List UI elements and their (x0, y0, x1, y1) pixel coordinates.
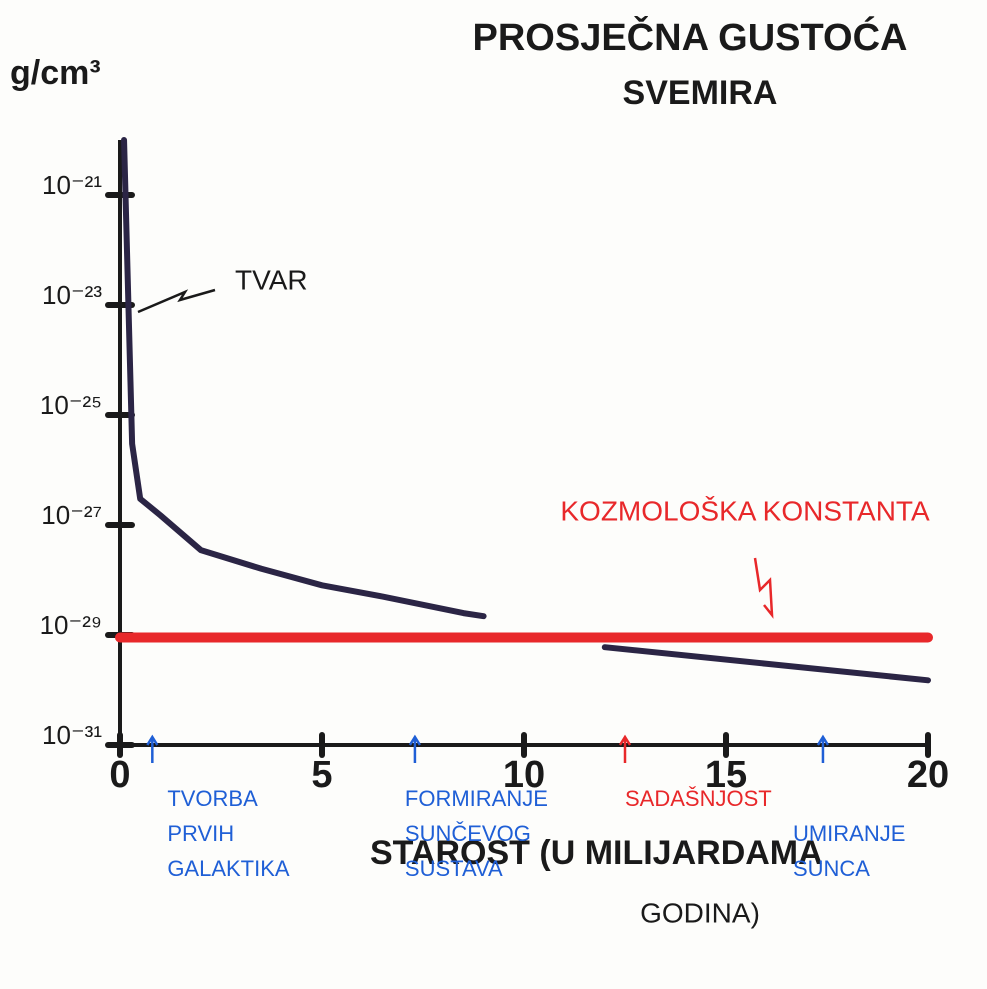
event-arrow (816, 734, 830, 763)
event-label: SUNČEVOG (405, 821, 531, 846)
chart-title: SVEMIRA (623, 74, 778, 112)
x-axis-label: STAROST (U MILIJARDAMA (370, 834, 823, 872)
event-label: TVORBA (167, 786, 258, 811)
event-arrow (408, 734, 421, 763)
x-tick-label: 10 (503, 754, 545, 796)
x-tick-label: 15 (705, 754, 747, 796)
y-tick-label: 10⁻²⁹ (40, 610, 102, 640)
y-tick-label: 10⁻²¹ (42, 170, 102, 200)
series-line (121, 137, 931, 684)
series-label: KOZMOLOŠKA KONSTANTA (560, 495, 930, 526)
event-arrow (146, 734, 159, 763)
y-axis-label: g/cm³ (10, 54, 101, 92)
event-label: PRVIH (167, 821, 234, 846)
y-tick-label: 10⁻²⁷ (41, 500, 102, 530)
pointer (753, 557, 774, 619)
chart-title: PROSJEČNA GUSTOĆA (473, 14, 908, 59)
event-label: SADAŠNJOST (625, 786, 772, 811)
y-tick-label: 10⁻²⁵ (40, 390, 102, 420)
y-tick-label: 10⁻²³ (42, 280, 102, 310)
event-label: FORMIRANJE (405, 786, 548, 811)
series-label: TVAR (235, 264, 308, 295)
x-tick-label: 0 (109, 754, 130, 796)
pointer (137, 288, 216, 314)
event-arrow (618, 734, 632, 763)
x-tick-label: 20 (907, 754, 949, 796)
x-axis-label: GODINA) (640, 897, 760, 928)
event-label: GALAKTIKA (167, 856, 290, 881)
y-tick-label: 10⁻³¹ (42, 720, 102, 750)
event-label: SUSTAVA (405, 856, 503, 881)
event-label: UMIRANJE (793, 821, 905, 846)
event-label: SUNCA (793, 856, 870, 881)
x-tick-label: 5 (311, 754, 332, 796)
